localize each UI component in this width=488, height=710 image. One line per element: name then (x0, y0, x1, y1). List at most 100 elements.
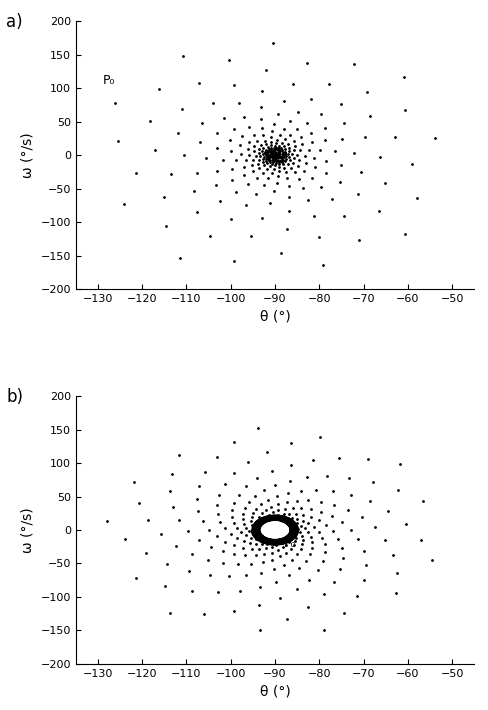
Point (205, 524, 213, 535)
Point (277, 156, 285, 168)
Point (239, 508, 246, 520)
Point (251, 491, 259, 502)
Point (219, 557, 227, 569)
Point (272, 149, 280, 160)
Point (248, 160, 256, 171)
Point (244, 136, 252, 148)
Point (213, 451, 221, 462)
Point (271, 148, 279, 160)
Point (310, 161, 318, 173)
Point (293, 513, 301, 525)
Point (327, 194, 335, 205)
Point (274, 498, 282, 510)
Point (175, 515, 183, 526)
Point (320, 539, 328, 550)
Point (270, 141, 278, 152)
Point (361, 559, 369, 570)
Point (244, 457, 251, 468)
Point (267, 465, 275, 476)
Point (244, 178, 252, 190)
Point (305, 144, 312, 155)
Point (272, 151, 280, 162)
Point (264, 509, 272, 520)
Point (329, 486, 337, 497)
Point (276, 551, 284, 562)
Point (263, 146, 271, 158)
Point (302, 57, 310, 68)
Point (269, 144, 277, 155)
Point (215, 489, 223, 501)
Point (292, 518, 300, 529)
Y-axis label: ω (°/s): ω (°/s) (21, 132, 35, 178)
Point (352, 591, 360, 602)
Point (275, 146, 283, 158)
Point (216, 516, 224, 528)
Point (388, 550, 396, 561)
Point (289, 157, 297, 168)
Point (275, 161, 283, 173)
Point (293, 124, 301, 135)
Point (267, 148, 275, 160)
Point (356, 167, 364, 178)
Point (320, 625, 328, 636)
Point (262, 447, 270, 458)
Point (273, 142, 281, 153)
Point (208, 97, 216, 109)
Point (264, 173, 272, 184)
Point (337, 133, 345, 144)
Point (322, 471, 330, 482)
Point (266, 501, 274, 513)
Point (374, 205, 382, 217)
Point (263, 538, 271, 550)
Point (399, 71, 407, 82)
Point (157, 529, 164, 540)
Point (336, 176, 344, 187)
Point (296, 144, 304, 155)
Point (247, 558, 255, 569)
Point (282, 547, 290, 558)
Text: a): a) (6, 13, 22, 31)
Point (278, 148, 285, 160)
Point (274, 149, 282, 160)
Point (264, 150, 271, 161)
Point (400, 104, 407, 115)
Point (384, 506, 391, 517)
Point (274, 155, 282, 166)
Point (258, 168, 266, 179)
Point (271, 479, 279, 491)
Point (277, 142, 285, 153)
Point (273, 151, 281, 162)
Point (285, 151, 293, 163)
Point (262, 153, 269, 164)
Point (201, 466, 209, 477)
Point (241, 155, 249, 166)
Point (279, 95, 287, 106)
Point (290, 167, 298, 178)
Point (236, 585, 244, 596)
Point (306, 531, 314, 542)
Point (280, 559, 287, 570)
Point (288, 78, 296, 89)
Point (259, 153, 266, 165)
Point (277, 153, 285, 164)
Point (275, 148, 283, 159)
Point (381, 177, 388, 188)
Point (269, 148, 277, 160)
Point (187, 548, 195, 559)
Point (227, 213, 235, 224)
Point (297, 530, 305, 541)
Point (271, 149, 279, 160)
Point (203, 554, 211, 565)
Point (284, 138, 291, 149)
Point (258, 123, 265, 134)
Point (263, 158, 271, 169)
Point (272, 148, 280, 160)
Point (268, 152, 276, 163)
Point (293, 549, 301, 560)
Point (268, 126, 276, 137)
Point (319, 555, 326, 567)
Point (218, 546, 226, 557)
Point (226, 528, 234, 540)
Point (276, 129, 284, 141)
Point (200, 608, 207, 619)
